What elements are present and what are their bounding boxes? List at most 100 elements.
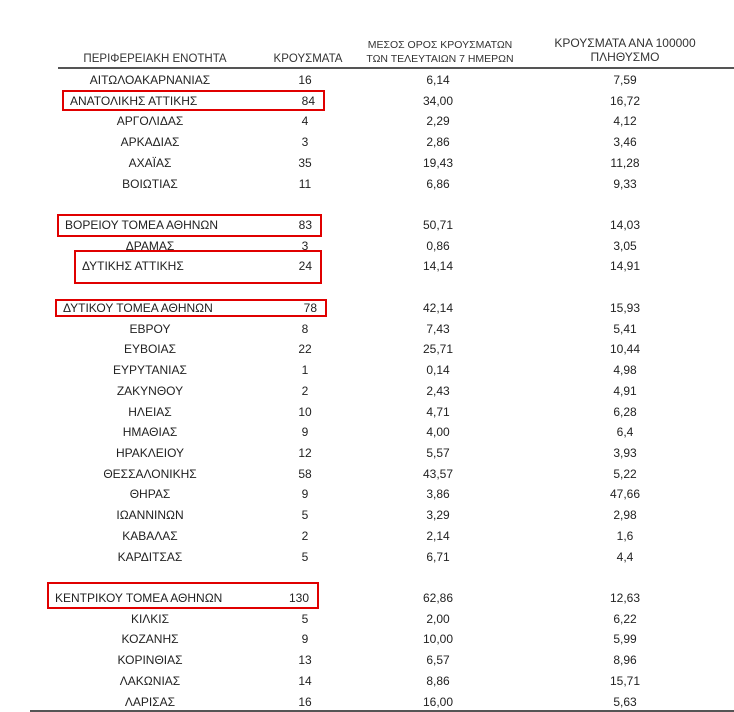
per-100k-cell: 2,98 bbox=[613, 508, 637, 523]
avg-cell: 4,71 bbox=[426, 404, 450, 419]
bottom-rule bbox=[30, 710, 734, 712]
table-row: ΒΟΡΕΙΟΥ ΤΟΜΕΑ ΑΘΗΝΩΝ 83 50,71 14,03 bbox=[0, 215, 734, 236]
region-cell: ΚΑΡΔΙΤΣΑΣ bbox=[117, 549, 183, 564]
cases-cell: 58 bbox=[298, 466, 312, 481]
table-row: ΑΡΓΟΛΙΔΑΣ 4 2,29 4,12 bbox=[0, 111, 734, 132]
cases-cell: 16 bbox=[298, 694, 312, 709]
region-cell: ΕΥΡΥΤΑΝΙΑΣ bbox=[113, 363, 187, 378]
cases-cell: 5 bbox=[301, 549, 309, 564]
per-100k-cell: 3,93 bbox=[613, 445, 637, 460]
region-cell: ΕΥΒΟΙΑΣ bbox=[123, 342, 177, 357]
header-avg-line2: ΤΩΝ ΤΕΛΕΥΤΑΙΩΝ 7 ΗΜΕΡΩΝ bbox=[366, 53, 514, 65]
region-cell: ΛΑΚΩΝΙΑΣ bbox=[119, 673, 181, 688]
table-row: ΘΗΡΑΣ 9 3,86 47,66 bbox=[0, 484, 734, 505]
header-avg: ΜΕΣΟΣ ΟΡΟΣ ΚΡΟΥΣΜΑΤΩΝ ΤΩΝ ΤΕΛΕΥΤΑΙΩΝ 7 Η… bbox=[355, 38, 525, 66]
table-row: ΗΜΑΘΙΑΣ 9 4,00 6,4 bbox=[0, 422, 734, 443]
table-row: ΚΟΡΙΝΘΙΑΣ 13 6,57 8,96 bbox=[0, 650, 734, 671]
avg-cell: 6,57 bbox=[426, 653, 450, 668]
per-100k-cell: 9,33 bbox=[613, 176, 637, 191]
cases-cell: 9 bbox=[301, 425, 309, 440]
per-100k-cell: 4,4 bbox=[616, 549, 634, 564]
cases-cell: 83 bbox=[298, 218, 312, 233]
per-100k-cell: 3,05 bbox=[613, 238, 637, 253]
cases-cell: 5 bbox=[301, 611, 309, 626]
avg-cell: 2,43 bbox=[426, 383, 450, 398]
per-100k-cell: 3,46 bbox=[613, 135, 637, 150]
region-cell: ΗΛΕΙΑΣ bbox=[128, 404, 172, 419]
table-row: ΑΧΑΪΑΣ 35 19,43 11,28 bbox=[0, 153, 734, 174]
avg-cell: 43,57 bbox=[422, 466, 454, 481]
cases-cell: 9 bbox=[301, 632, 309, 647]
avg-cell: 62,86 bbox=[422, 591, 454, 605]
avg-cell: 2,86 bbox=[426, 135, 450, 150]
region-cell: ΔΡΑΜΑΣ bbox=[125, 238, 175, 253]
per-100k-cell: 7,59 bbox=[613, 73, 637, 87]
table-row: ΚΙΛΚΙΣ 5 2,00 6,22 bbox=[0, 609, 734, 630]
per-100k-cell: 5,63 bbox=[613, 694, 637, 709]
highlight-box bbox=[74, 250, 322, 285]
table-row: ΕΥΡΥΤΑΝΙΑΣ 1 0,14 4,98 bbox=[0, 360, 734, 381]
per-100k-cell: 4,91 bbox=[613, 383, 637, 398]
cases-cell: 4 bbox=[301, 114, 309, 129]
header-region: ΠΕΡΙΦΕΡΕΙΑΚΗ ΕΝΟΤΗΤΑ bbox=[83, 53, 227, 65]
table-row: ΚΟΖΑΝΗΣ 9 10,00 5,99 bbox=[0, 629, 734, 650]
cases-cell: 35 bbox=[298, 155, 312, 170]
region-cell: ΗΡΑΚΛΕΙΟΥ bbox=[115, 445, 185, 460]
region-cell: ΚΑΒΑΛΑΣ bbox=[122, 528, 178, 543]
cases-cell: 2 bbox=[301, 528, 309, 543]
cases-cell: 130 bbox=[288, 591, 309, 605]
per-100k-cell: 14,91 bbox=[609, 259, 641, 274]
table-row: ΛΑΚΩΝΙΑΣ 14 8,86 15,71 bbox=[0, 671, 734, 692]
avg-cell: 25,71 bbox=[422, 342, 454, 357]
table-row: ΔΡΑΜΑΣ 3 0,86 3,05 bbox=[0, 236, 734, 257]
cases-cell: 5 bbox=[301, 508, 309, 523]
avg-cell: 34,00 bbox=[422, 93, 454, 108]
region-cell: ΘΕΣΣΑΛΟΝΙΚΗΣ bbox=[103, 466, 197, 481]
cases-cell: 13 bbox=[298, 653, 312, 668]
header-per-line1: ΚΡΟΥΣΜΑΤΑ ΑΝΑ 100000 bbox=[554, 36, 696, 50]
table-row: ΑΡΚΑΔΙΑΣ 3 2,86 3,46 bbox=[0, 132, 734, 153]
highlight-box bbox=[55, 298, 327, 317]
avg-cell: 6,71 bbox=[426, 549, 450, 564]
table-row: ΘΕΣΣΑΛΟΝΙΚΗΣ 58 43,57 5,22 bbox=[0, 464, 734, 485]
cases-cell: 14 bbox=[298, 673, 312, 688]
per-100k-cell: 6,22 bbox=[613, 611, 637, 626]
avg-cell: 3,86 bbox=[426, 487, 450, 502]
highlight-box bbox=[47, 582, 319, 609]
highlight-box bbox=[57, 214, 322, 238]
per-100k-cell: 8,96 bbox=[613, 653, 637, 668]
avg-cell: 50,71 bbox=[422, 218, 454, 233]
region-cell: ΖΑΚΥΝΘΟΥ bbox=[116, 383, 184, 398]
avg-cell: 6,86 bbox=[426, 176, 450, 191]
header-per-100k: ΚΡΟΥΣΜΑΤΑ ΑΝΑ 100000 ΠΛΗΘΥΣΜΟ bbox=[525, 36, 725, 64]
region-cell: ΒΟΡΕΙΟΥ ΤΟΜΕΑ ΑΘΗΝΩΝ bbox=[65, 218, 219, 233]
header-per-line2: ΠΛΗΘΥΣΜΟ bbox=[590, 50, 660, 64]
cases-cell: 3 bbox=[301, 238, 309, 253]
avg-cell: 0,14 bbox=[426, 363, 450, 378]
per-100k-cell: 5,41 bbox=[613, 321, 637, 336]
per-100k-cell: 4,98 bbox=[613, 363, 637, 378]
per-100k-cell: 1,6 bbox=[616, 528, 634, 543]
table-row: ΒΟΙΩΤΙΑΣ 11 6,86 9,33 bbox=[0, 174, 734, 195]
cases-cell: 22 bbox=[298, 342, 312, 357]
cases-cell: 8 bbox=[301, 321, 309, 336]
table-row: ΚΑΡΔΙΤΣΑΣ 5 6,71 4,4 bbox=[0, 547, 734, 568]
per-100k-cell: 6,28 bbox=[613, 404, 637, 419]
region-cell: ΑΡΓΟΛΙΔΑΣ bbox=[116, 114, 184, 129]
region-cell: ΔΥΤΙΚΟΥ ΤΟΜΕΑ ΑΘΗΝΩΝ bbox=[63, 300, 213, 315]
table-row: ΔΥΤΙΚΟΥ ΤΟΜΕΑ ΑΘΗΝΩΝ 78 42,14 15,93 bbox=[0, 298, 734, 319]
table-row: ΑΝΑΤΟΛΙΚΗΣ ΑΤΤΙΚΗΣ 84 34,00 16,72 bbox=[0, 91, 734, 112]
region-cell: ΑΙΤΩΛΟΑΚΑΡΝΑΝΙΑΣ bbox=[89, 73, 211, 87]
region-cell: ΙΩΑΝΝΙΝΩΝ bbox=[116, 508, 184, 523]
region-cell: ΚΟΡΙΝΘΙΑΣ bbox=[117, 653, 183, 668]
region-cell: ΕΒΡΟΥ bbox=[129, 321, 171, 336]
avg-cell: 3,29 bbox=[426, 508, 450, 523]
cases-cell: 2 bbox=[301, 383, 309, 398]
header-rule bbox=[58, 67, 734, 69]
region-cell: ΗΜΑΘΙΑΣ bbox=[122, 425, 178, 440]
table-row: ΔΥΤΙΚΗΣ ΑΤΤΙΚΗΣ 24 14,14 14,91 bbox=[0, 256, 734, 277]
per-100k-cell: 14,03 bbox=[609, 218, 641, 233]
cases-cell: 11 bbox=[298, 176, 312, 191]
table-row: ΚΑΒΑΛΑΣ 2 2,14 1,6 bbox=[0, 526, 734, 547]
avg-cell: 19,43 bbox=[422, 155, 454, 170]
